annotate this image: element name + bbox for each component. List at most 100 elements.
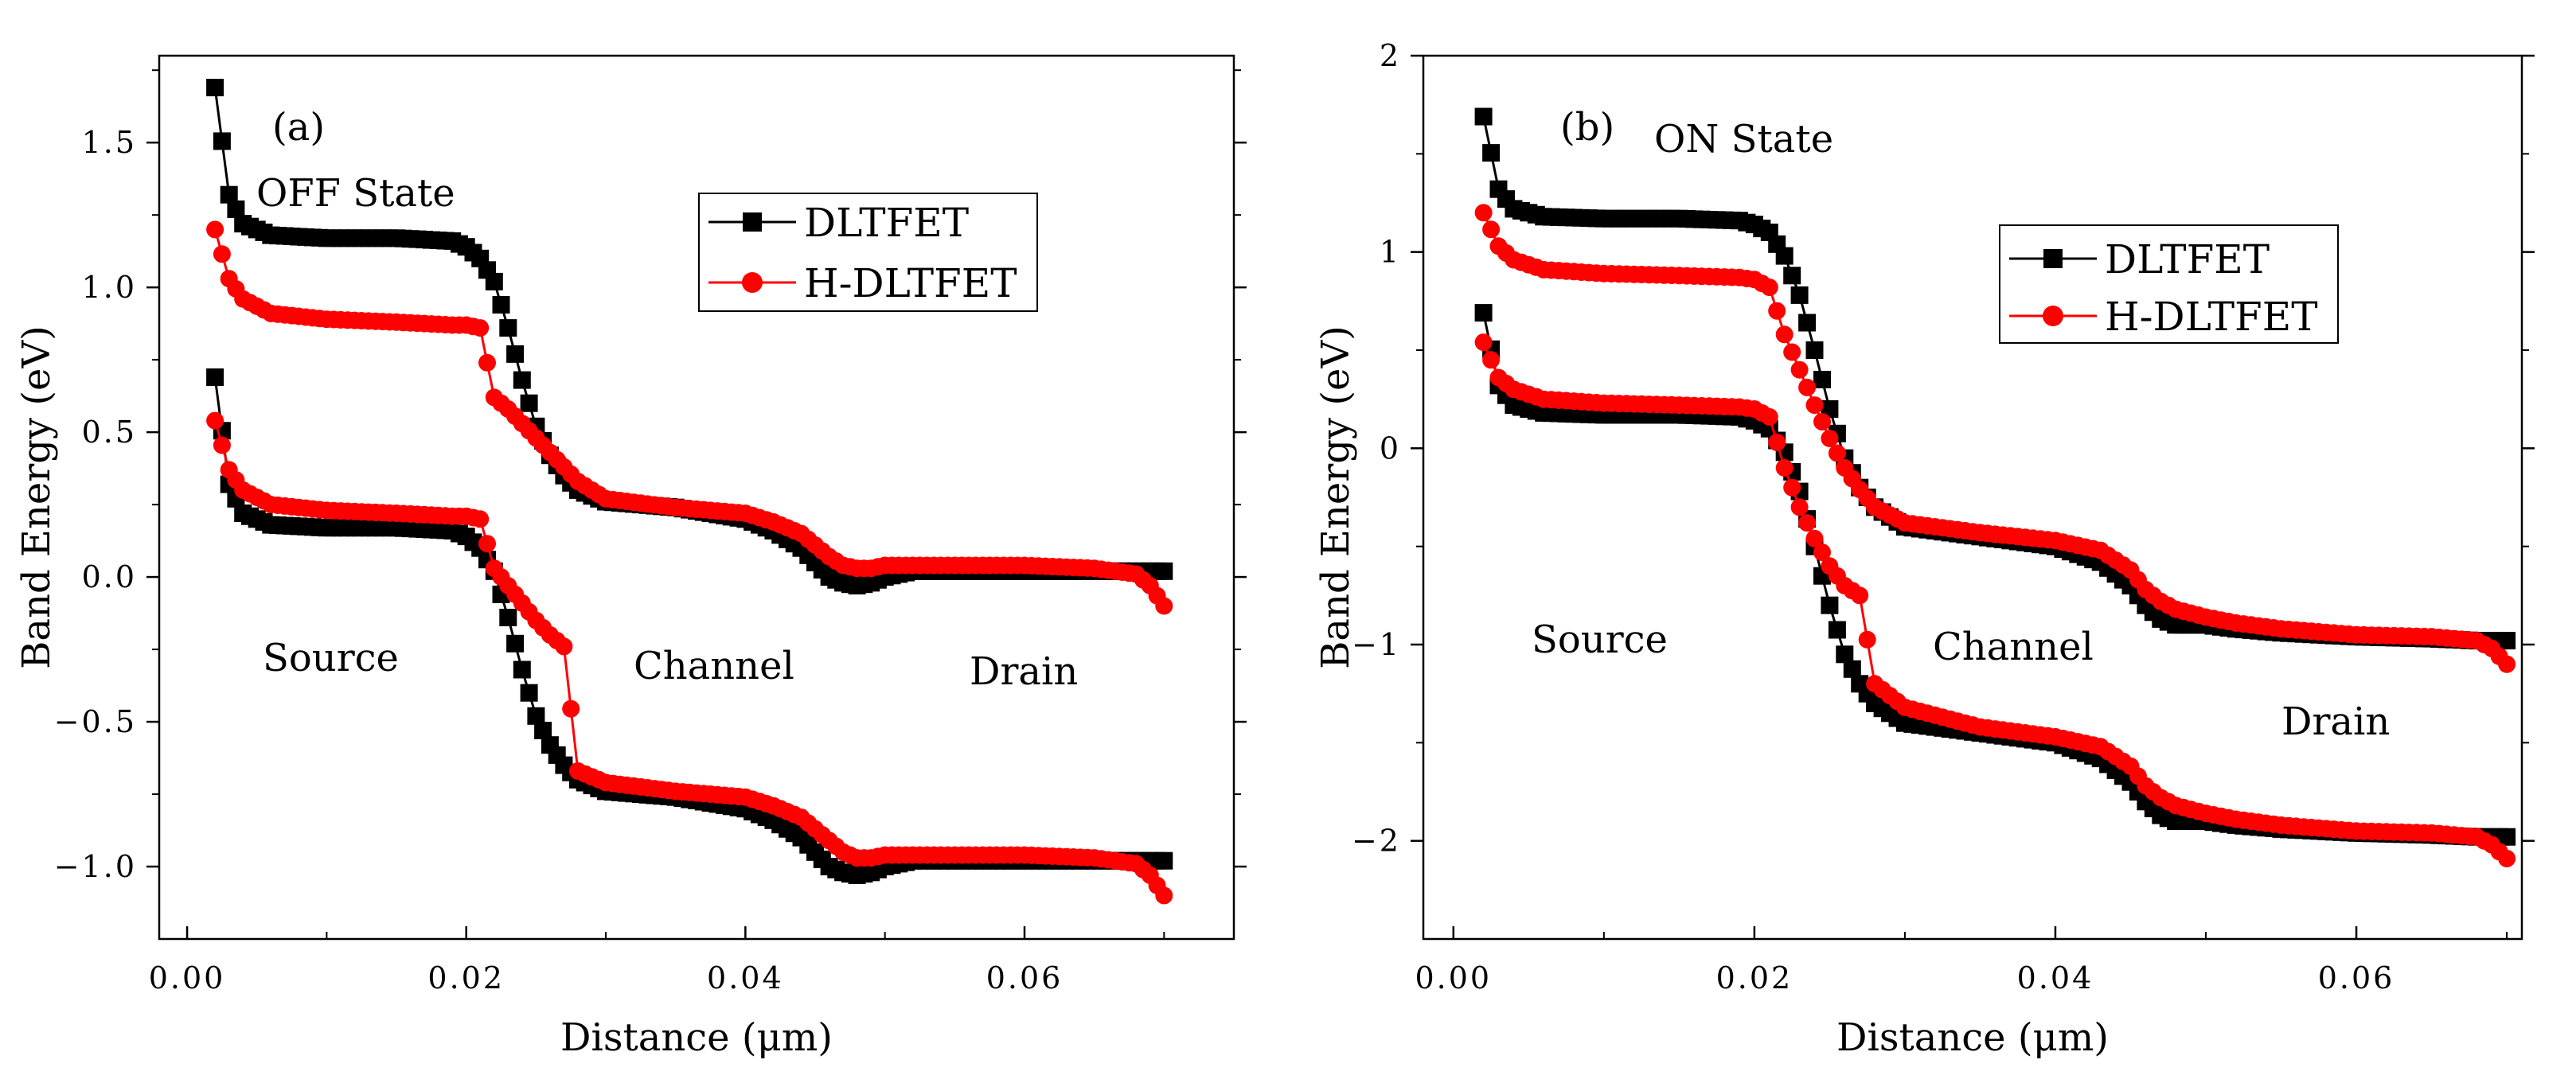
panel-a-legend: DLTFET H-DLTFET <box>698 193 1038 312</box>
panel-a-x-tick-label: 0.06 <box>986 960 1064 995</box>
panel-b-point-dltfet-conduction <box>1783 267 1801 285</box>
panel-a-point-dltfet-conduction <box>206 79 224 96</box>
panel-b-point-hdltfet-valence <box>1474 333 1493 352</box>
panel-a-point-hdltfet-conduction <box>213 245 231 263</box>
panel-a-point-dltfet-conduction <box>499 319 517 337</box>
panel-a-point-hdltfet-valence <box>1155 886 1173 905</box>
panel-a-point-hdltfet-conduction <box>478 353 496 372</box>
panel-a-point-hdltfet-valence <box>555 637 573 656</box>
panel-b-point-dltfet-conduction <box>1805 341 1824 359</box>
panel-b-point-hdltfet-conduction <box>1768 302 1786 320</box>
panel-a-point-dltfet-conduction <box>520 394 538 412</box>
panel-a-y-axis-title: Band Energy (eV) <box>14 325 59 669</box>
panel-a-label: (a) <box>272 105 325 150</box>
panel-a-point-dltfet-valence <box>534 722 552 739</box>
panel-b-point-hdltfet-valence <box>1851 586 1869 605</box>
panel-b-point-hdltfet-valence <box>1790 498 1809 516</box>
panel-a-point-hdltfet-conduction <box>471 319 490 337</box>
panel-b-marks <box>1474 107 2516 867</box>
panel-a-x-axis-title: Distance (μm) <box>560 1015 833 1060</box>
panel-b-point-hdltfet-conduction <box>1482 220 1501 239</box>
panel-b-point-hdltfet-conduction <box>1790 360 1809 379</box>
panel-b-label: (b) <box>1560 105 1614 150</box>
panel-b-region-channel: Channel <box>1933 625 2094 669</box>
panel-b-plot-frame <box>1422 54 2523 941</box>
panel-a-point-dltfet-valence <box>506 634 525 653</box>
panel-b-point-hdltfet-conduction <box>1805 396 1824 415</box>
panel-b-legend-marker-dltfet <box>2043 249 2063 268</box>
panel-a: 0.00 0.02 0.04 0.06 −1.0 −0.5 0.0 0.5 1.0 1.5 (a)… <box>14 54 1247 1060</box>
panel-b-point-dltfet-conduction <box>1821 400 1839 418</box>
panel-b-point-hdltfet-valence <box>1775 459 1793 477</box>
panel-a-legend-label-dltfet: DLTFET <box>804 200 969 246</box>
panel-b-point-dltfet-conduction <box>1790 286 1809 304</box>
panel-a-point-dltfet-conduction <box>492 296 510 314</box>
panel-a-point-hdltfet-conduction <box>206 220 224 239</box>
panel-b-region-source: Source <box>1532 618 1668 662</box>
panel-b-x-axis-title: Distance (μm) <box>1836 1015 2109 1060</box>
panel-b-y-tick-label: −2 <box>1352 824 1401 859</box>
panel-b-point-hdltfet-valence <box>1768 433 1786 451</box>
panel-a-point-dltfet-valence <box>499 609 517 626</box>
panel-a-x-tick-label: 0.02 <box>427 960 505 995</box>
panel-a-point-hdltfet-valence <box>562 699 580 718</box>
panel-b-region-drain: Drain <box>2281 699 2390 744</box>
panel-a-point-dltfet-conduction <box>213 132 231 150</box>
panel-b-y-axis-title: Band Energy (eV) <box>1313 325 1358 669</box>
panel-b-axes: 0.00 0.02 0.04 0.06 −2 −1 0 1 2 <box>1352 38 2535 995</box>
panel-b-legend-label-hdltfet: H-DLTFET <box>2105 294 2318 340</box>
panel-b-point-hdltfet-conduction <box>1813 413 1831 431</box>
panel-b-point-hdltfet-conduction <box>1821 430 1839 447</box>
panel-b-y-tick-label: −1 <box>1352 627 1401 662</box>
panel-a-point-hdltfet-valence <box>213 436 231 454</box>
panel-b-point-dltfet-conduction <box>1813 371 1831 388</box>
panel-a-point-dltfet-conduction <box>513 371 531 389</box>
panel-a-legend-marker-dltfet <box>743 212 762 232</box>
panel-a-point-hdltfet-valence <box>478 535 496 553</box>
panel-a-point-dltfet-conduction <box>485 272 503 290</box>
panel-b-point-dltfet-conduction <box>1775 247 1793 265</box>
panel-a-point-hdltfet-conduction <box>1155 597 1173 615</box>
panel-b-point-dltfet-conduction <box>1482 144 1501 162</box>
panel-a-point-dltfet-valence <box>520 684 538 702</box>
panel-a-point-dltfet-valence <box>1155 851 1173 870</box>
panel-b-point-dltfet-valence <box>1828 621 1846 639</box>
panel-b-x-tick-label: 0.02 <box>1716 960 1793 995</box>
panel-a-y-tick-label: −0.5 <box>54 704 137 739</box>
panel-b-point-hdltfet-valence <box>1783 478 1801 497</box>
panel-b-legend-label-dltfet: DLTFET <box>2105 236 2270 282</box>
panel-a-point-dltfet-conduction <box>1155 562 1173 580</box>
panel-a-point-dltfet-conduction <box>506 345 525 363</box>
panel-b: 0.00 0.02 0.04 0.06 −2 −1 0 1 2 (b) ON State Sou… <box>1313 38 2535 1060</box>
panel-a-y-tick-label: 0.0 <box>82 559 137 594</box>
panel-a-axes: 0.00 0.02 0.04 0.06 −1.0 −0.5 0.0 0.5 1.0 1.5 <box>54 69 1247 995</box>
panel-b-point-dltfet-valence <box>2498 828 2516 846</box>
panel-b-point-hdltfet-conduction <box>1783 343 1801 361</box>
panel-a-y-tick-label: 1.5 <box>82 125 137 160</box>
panel-b-x-tick-label: 0.04 <box>2017 960 2094 995</box>
panel-a-point-dltfet-conduction <box>227 200 245 218</box>
panel-b-x-tick-label: 0.06 <box>2318 960 2395 995</box>
panel-b-state-label: ON State <box>1654 117 1833 162</box>
panel-a-region-source: Source <box>263 636 399 680</box>
panel-a-point-dltfet-valence <box>206 368 224 386</box>
panel-b-point-hdltfet-conduction <box>1828 444 1846 462</box>
panel-b-point-dltfet-conduction <box>1798 314 1817 332</box>
panel-b-y-tick-label: 1 <box>1380 235 1401 270</box>
panel-b-point-hdltfet-valence <box>1760 407 1778 426</box>
panel-a-y-tick-label: −1.0 <box>54 849 137 884</box>
panel-b-point-dltfet-valence <box>1821 596 1839 614</box>
panel-b-point-dltfet-conduction <box>1474 107 1493 126</box>
panel-b-point-hdltfet-conduction <box>2498 655 2516 673</box>
panel-a-x-tick-label: 0.00 <box>149 960 226 995</box>
panel-b-x-tick-label: 0.00 <box>1415 960 1493 995</box>
panel-b-point-hdltfet-valence <box>1482 351 1501 369</box>
panel-b-legend: DLTFET H-DLTFET <box>1999 224 2339 344</box>
panel-b-point-hdltfet-valence <box>1805 529 1824 547</box>
panel-b-point-dltfet-valence <box>1474 304 1493 322</box>
panel-a-point-dltfet-valence <box>513 660 531 679</box>
panel-b-point-dltfet-valence <box>1843 660 1861 678</box>
panel-b-point-hdltfet-conduction <box>1775 325 1793 344</box>
